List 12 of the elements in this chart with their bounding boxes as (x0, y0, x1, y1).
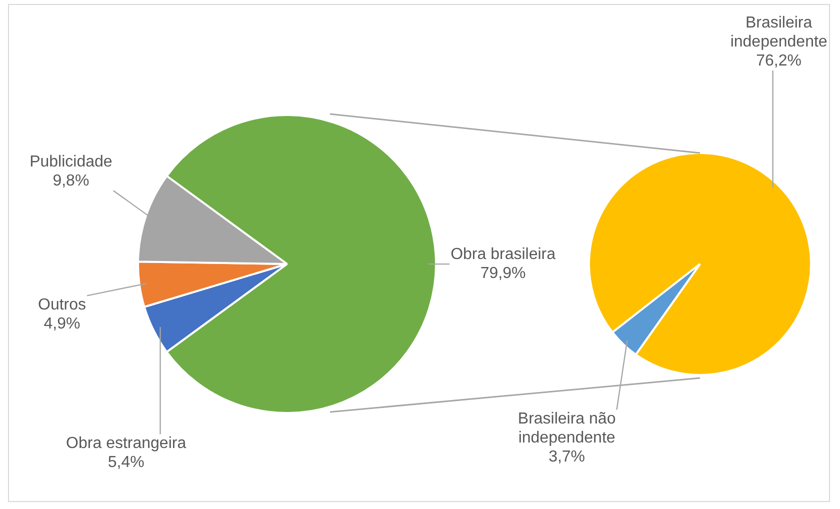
slice-label: Brasileira não independente (518, 410, 616, 447)
data-label: 5,4% (108, 454, 144, 472)
slice-label: Brasileira independente (730, 14, 828, 50)
data-label: 3,7% (548, 448, 586, 466)
slice-label: Outros (38, 296, 86, 314)
data-label: 4,9% (44, 316, 80, 333)
slice-label: Publicidade (30, 154, 112, 171)
slice-label: Obra brasileira (450, 246, 556, 263)
data-label: 79,9% (480, 264, 526, 282)
data-label: 76,2% (756, 52, 802, 70)
slice-label: Obra estrangeira (66, 435, 186, 452)
data-label: 9,8% (52, 172, 90, 190)
